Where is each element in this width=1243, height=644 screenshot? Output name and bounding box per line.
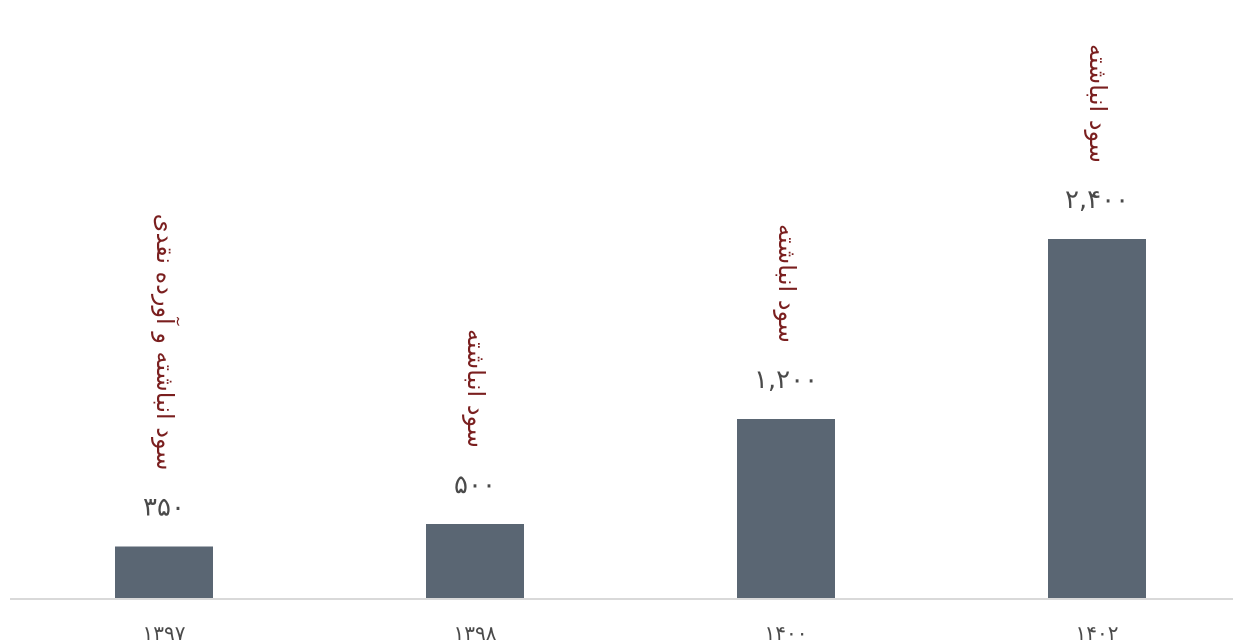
bar-1 [426, 524, 524, 599]
x-tick-label-0: ۱۳۹۷ [143, 621, 186, 644]
value-label-1: ۵۰۰ [454, 470, 496, 500]
bars-layer [115, 239, 1146, 599]
x-tick-label-3: ۱۴۰۲ [1076, 621, 1119, 644]
value-label-0: ۳۵۰ [143, 493, 185, 523]
annotation-label-2: سود انباشته [773, 224, 801, 343]
annotations-layer: سود انباشته و آورده نقدی سود انباشته سود ا… [151, 44, 1112, 470]
x-tick-label-2: ۱۴۰۰ [765, 621, 808, 644]
value-labels-layer: ۳۵۰ ۵۰۰ ۱,۲۰۰ ۲,۴۰۰ [143, 185, 1129, 523]
value-label-2: ۱,۲۰۰ [754, 365, 818, 395]
value-label-3: ۲,۴۰۰ [1065, 185, 1129, 215]
annotation-label-1: سود انباشته [462, 329, 490, 448]
annotation-label-0: سود انباشته و آورده نقدی [151, 214, 180, 471]
bar-3 [1048, 239, 1146, 599]
annotation-label-3: سود انباشته [1084, 44, 1112, 163]
x-tick-labels: ۱۳۹۷ ۱۳۹۸ ۱۴۰۰ ۱۴۰۲ [143, 621, 1119, 644]
x-tick-label-1: ۱۳۹۸ [454, 621, 497, 644]
bar-0 [115, 546, 213, 599]
bar-2 [737, 419, 835, 599]
